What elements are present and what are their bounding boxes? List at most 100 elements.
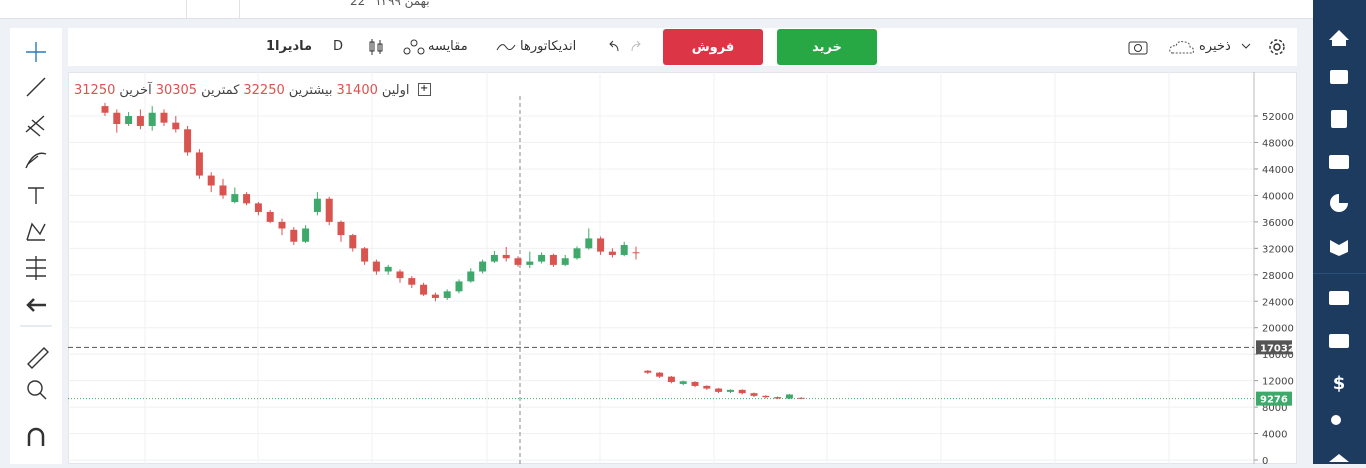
y-tick-label: 16000 — [1262, 350, 1294, 361]
ohlc-legend: + اولین 31400 بیشترین 32250 کمترین 30305… — [74, 83, 431, 98]
settings-icon[interactable] — [1266, 36, 1288, 58]
home-icon[interactable] — [1329, 30, 1349, 46]
candle-body — [738, 389, 746, 394]
candle-body — [101, 106, 109, 113]
candle-body — [361, 248, 369, 262]
fib-tool[interactable] — [25, 115, 45, 137]
candle-body — [184, 129, 192, 153]
chart-type-icon[interactable] — [366, 37, 386, 57]
candle-body — [644, 370, 652, 373]
candle-body — [620, 245, 628, 255]
ruler-tool[interactable] — [27, 347, 49, 369]
y-tick-label: 24000 — [1262, 297, 1294, 308]
candle-body — [667, 376, 675, 382]
magnet-tool[interactable] — [27, 427, 45, 446]
candle-body — [549, 254, 557, 265]
snapshot-icon[interactable] — [1127, 37, 1149, 57]
learn-icon[interactable] — [1330, 240, 1348, 256]
undo-redo[interactable] — [602, 37, 646, 57]
y-tick-label: 8000 — [1262, 403, 1287, 414]
card-icon[interactable] — [1329, 291, 1349, 305]
candle-body — [195, 152, 203, 176]
y-tick-label: 40000 — [1262, 191, 1294, 202]
y-tick-label: 32000 — [1262, 244, 1294, 255]
top-strip: 22 بهمن ۱۳۹۹ — [0, 0, 1313, 19]
price-label-bg — [1256, 391, 1292, 406]
compare-icon — [403, 39, 425, 55]
candle-body — [325, 198, 333, 222]
y-tick-label: 12000 — [1262, 377, 1294, 388]
candle-body — [431, 294, 439, 298]
candle-body — [337, 221, 345, 236]
candle-body — [750, 393, 758, 396]
symbol[interactable]: مادیرا1 — [266, 39, 313, 54]
y-tick-label: 4000 — [1262, 430, 1287, 441]
zoom-tool[interactable] — [27, 380, 47, 400]
candle-body — [797, 397, 805, 399]
line-tool[interactable] — [26, 77, 46, 97]
legend-toggle[interactable]: + — [417, 83, 431, 96]
candle-body — [420, 284, 428, 295]
save-dropdown[interactable] — [1240, 40, 1252, 52]
pattern-tool[interactable] — [26, 222, 46, 241]
open-value: 31400 — [336, 83, 378, 98]
add-user-icon[interactable] — [1331, 415, 1341, 425]
back-tool[interactable] — [26, 298, 46, 312]
close-label: آخرین — [119, 83, 152, 98]
list-icon[interactable] — [1330, 70, 1348, 84]
y-tick-label: 36000 — [1262, 218, 1294, 229]
candle-body — [313, 198, 321, 212]
text-tool[interactable] — [28, 187, 44, 204]
candle-body — [585, 238, 593, 249]
sell-button[interactable]: فروش — [663, 29, 763, 65]
indicators-button[interactable]: اندیکاتورها — [520, 39, 577, 54]
high-value: 32250 — [243, 83, 285, 98]
measure-tool[interactable] — [26, 256, 46, 280]
candle-body — [148, 112, 156, 126]
candle-body — [467, 271, 475, 282]
open-label: اولین — [381, 83, 410, 98]
save-button[interactable]: ذخیره — [1199, 39, 1231, 54]
candle-body — [443, 291, 451, 298]
candle-body — [160, 112, 168, 123]
cloud-icon — [1169, 41, 1195, 54]
portfolio-icon[interactable] — [1329, 155, 1349, 169]
candle-body — [254, 203, 262, 212]
y-tick-label: 44000 — [1262, 165, 1294, 176]
candle-body — [608, 251, 616, 255]
dollar-icon[interactable]: $ — [1333, 373, 1346, 394]
candle-body — [573, 248, 581, 259]
candle-body — [408, 278, 416, 285]
candle-body — [243, 194, 251, 204]
low-label: کمترین — [201, 83, 240, 98]
candle-body — [302, 228, 310, 242]
buy-button[interactable]: خرید — [777, 29, 877, 65]
candle-body — [113, 112, 121, 124]
crosshair-tool[interactable] — [26, 42, 46, 62]
pie-icon[interactable] — [1330, 194, 1348, 212]
candle-body — [774, 397, 782, 399]
candle-body — [514, 258, 522, 265]
candle-body — [561, 258, 569, 265]
candle-body — [396, 271, 404, 279]
tool-icons — [20, 42, 52, 446]
interval[interactable]: D — [333, 39, 344, 54]
book-icon[interactable] — [1331, 110, 1347, 128]
candle-body — [490, 254, 498, 262]
price-label-bg — [1256, 340, 1292, 355]
brush-tool[interactable] — [25, 152, 47, 169]
toolbar: مادیرا1 D مقایسه اندیکاتورها فروش خرید ذ… — [68, 28, 1297, 66]
more-icon[interactable] — [1329, 454, 1349, 462]
payment-icon[interactable] — [1329, 334, 1349, 348]
compare-button[interactable]: مقایسه — [428, 39, 468, 54]
price-label: 17032 — [1260, 343, 1295, 354]
candle-body — [290, 229, 298, 242]
candle-body — [172, 122, 180, 130]
candle-body — [349, 235, 357, 249]
candle-body — [136, 116, 144, 126]
candle-body — [479, 261, 487, 272]
y-tick-label: 0 — [1262, 456, 1268, 464]
candle-body — [715, 388, 723, 392]
candle-body — [372, 261, 380, 272]
